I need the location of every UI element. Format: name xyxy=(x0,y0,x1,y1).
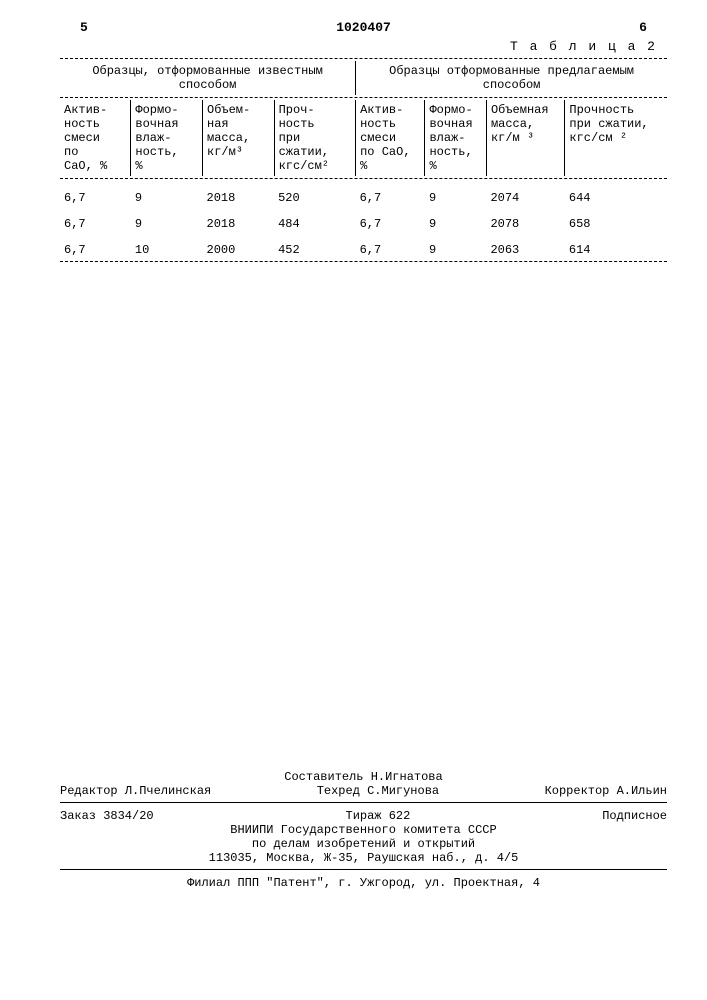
footer-block: Составитель Н.Игнатова Редактор Л.Пчелин… xyxy=(60,770,667,890)
cell: 9 xyxy=(425,233,487,259)
cell: 452 xyxy=(274,233,356,259)
cell: 6,7 xyxy=(356,233,425,259)
cell: 2018 xyxy=(203,207,275,233)
cell: 2000 xyxy=(203,233,275,259)
cell: 484 xyxy=(274,207,356,233)
org-line-1: ВНИИПИ Государственного комитета СССР xyxy=(60,823,667,837)
page-header: 5 1020407 6 xyxy=(60,20,667,35)
cell: 2018 xyxy=(203,181,275,207)
col-b0: Актив-ностьсмесипо CaO,% xyxy=(356,100,425,176)
table-row: 6,7 9 2018 484 6,7 9 2078 658 xyxy=(60,207,667,233)
col-b2: Объемнаямасса,кг/м ³ xyxy=(486,100,564,176)
footer-rule-1 xyxy=(60,802,667,803)
cell: 9 xyxy=(425,207,487,233)
group-header-a: Образцы, отформованные известным способо… xyxy=(60,61,356,95)
col-a0: Актив-ностьсмесипоCaO, % xyxy=(60,100,131,176)
cell: 644 xyxy=(565,181,667,207)
rule-bottom xyxy=(60,261,667,262)
cell: 658 xyxy=(565,207,667,233)
col-b1: Формо-вочнаявлаж-ность,% xyxy=(425,100,487,176)
cell: 2074 xyxy=(486,181,564,207)
header-center: 1020407 xyxy=(336,20,391,35)
cell: 6,7 xyxy=(356,207,425,233)
cell: 2063 xyxy=(486,233,564,259)
table-caption: Т а б л и ц а 2 xyxy=(60,39,667,54)
header-right: 6 xyxy=(639,20,647,35)
cell: 6,7 xyxy=(60,181,131,207)
header-left: 5 xyxy=(80,20,88,35)
col-a2: Объем-наямасса,кг/м³ xyxy=(203,100,275,176)
cell: 9 xyxy=(131,181,203,207)
order-line: Заказ 3834/20 xyxy=(60,809,154,823)
cell: 614 xyxy=(565,233,667,259)
addr-line: 113035, Москва, Ж-35, Раушская наб., д. … xyxy=(60,851,667,865)
cell: 9 xyxy=(425,181,487,207)
cell: 10 xyxy=(131,233,203,259)
col-a1: Формо-вочнаявлаж-ность,% xyxy=(131,100,203,176)
sign-line: Подписное xyxy=(602,809,667,823)
data-table: Образцы, отформованные известным способо… xyxy=(60,61,667,259)
corrector-line: Корректор А.Ильин xyxy=(545,784,667,798)
cell: 2078 xyxy=(486,207,564,233)
rule-mid2 xyxy=(60,178,667,179)
table-row: 6,7 10 2000 452 6,7 9 2063 614 xyxy=(60,233,667,259)
org-line-2: по делам изобретений и открытий xyxy=(60,837,667,851)
tech-line: Техред С.Мигунова xyxy=(317,784,439,798)
cell: 520 xyxy=(274,181,356,207)
editor-line: Редактор Л.Пчелинская xyxy=(60,784,211,798)
rule-mid1 xyxy=(60,97,667,98)
col-a3: Проч-ностьприсжатии,кгс/см² xyxy=(274,100,356,176)
group-header-b: Образцы отформованные предлагаемым спосо… xyxy=(356,61,667,95)
branch-line: Филиал ППП "Патент", г. Ужгород, ул. Про… xyxy=(60,876,667,890)
cell: 6,7 xyxy=(60,233,131,259)
cell: 6,7 xyxy=(356,181,425,207)
rule-top xyxy=(60,58,667,59)
compiler-line: Составитель Н.Игнатова xyxy=(60,770,667,784)
cell: 6,7 xyxy=(60,207,131,233)
cell: 9 xyxy=(131,207,203,233)
footer-rule-2 xyxy=(60,869,667,870)
tirazh-line: Тираж 622 xyxy=(346,809,411,823)
col-b3: Прочностьпри сжатии,кгс/см ² xyxy=(565,100,667,176)
table-row: 6,7 9 2018 520 6,7 9 2074 644 xyxy=(60,181,667,207)
